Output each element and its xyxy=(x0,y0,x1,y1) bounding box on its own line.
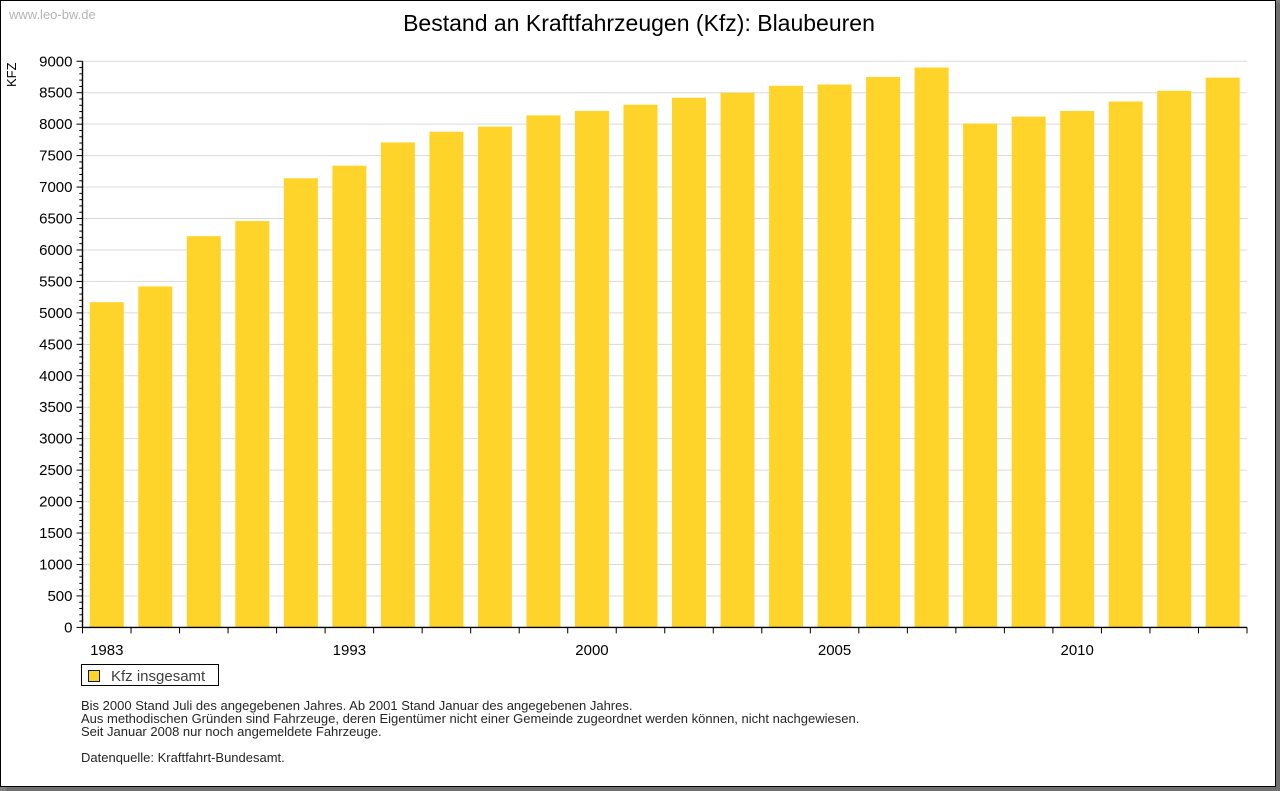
svg-text:2000: 2000 xyxy=(39,494,72,511)
svg-text:0: 0 xyxy=(64,619,72,636)
svg-text:8500: 8500 xyxy=(39,85,72,102)
svg-text:6500: 6500 xyxy=(39,211,72,228)
svg-text:6000: 6000 xyxy=(39,242,72,259)
svg-text:4500: 4500 xyxy=(39,336,72,353)
svg-text:1500: 1500 xyxy=(39,525,72,542)
svg-text:5000: 5000 xyxy=(39,305,72,322)
svg-text:3500: 3500 xyxy=(39,399,72,416)
svg-text:5500: 5500 xyxy=(39,273,72,290)
svg-text:3000: 3000 xyxy=(39,431,72,448)
svg-text:1000: 1000 xyxy=(39,556,72,573)
svg-text:4000: 4000 xyxy=(39,368,72,385)
svg-text:500: 500 xyxy=(47,588,72,605)
svg-text:8000: 8000 xyxy=(39,116,72,133)
svg-text:2500: 2500 xyxy=(39,462,72,479)
svg-text:7500: 7500 xyxy=(39,148,72,165)
svg-text:7000: 7000 xyxy=(39,179,72,196)
svg-text:9000: 9000 xyxy=(39,53,72,70)
